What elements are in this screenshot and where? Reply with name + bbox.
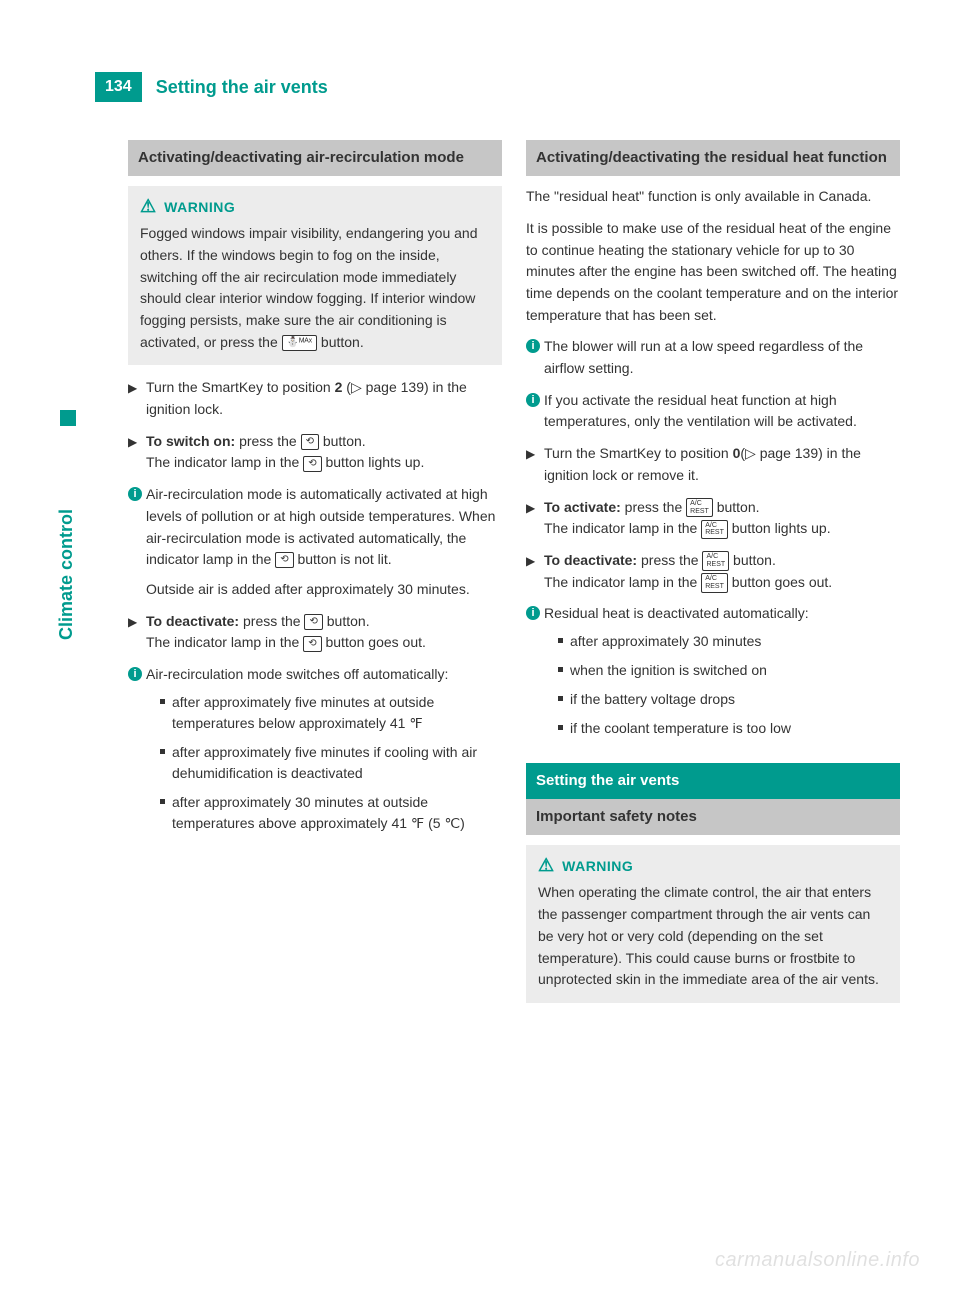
heading-setting-air-vents: Setting the air vents: [526, 763, 900, 799]
ac-rest-button-icon: A/CREST: [701, 573, 728, 592]
info-icon: i: [128, 667, 142, 681]
max-button-icon: ⛄ᴹᴬˣ: [282, 335, 317, 351]
info-blower: i The blower will run at a low speed reg…: [526, 336, 900, 379]
recirc-button-icon: ⟲: [303, 636, 321, 652]
list-item: after approximately five minutes at outs…: [160, 692, 502, 734]
list-item: after approximately 30 minutes: [558, 631, 900, 652]
step-marker-icon: ▶: [526, 499, 535, 518]
residual-canada-note: The "residual heat" function is only ava…: [526, 186, 900, 208]
step-switch-on: ▶ To switch on: press the ⟲ button. The …: [128, 431, 502, 474]
residual-auto-off-list: after approximately 30 minutes when the …: [544, 631, 900, 739]
content-area: Activating/deactivating air-recirculatio…: [128, 140, 900, 1015]
list-item: if the battery voltage drops: [558, 689, 900, 710]
warning-triangle-icon: ⚠: [538, 855, 554, 876]
info-high-temp: i If you activate the residual heat func…: [526, 390, 900, 433]
step-smartkey-pos2: ▶ Turn the SmartKey to position 2 (▷ pag…: [128, 377, 502, 420]
step-deactivate-residual: ▶ To deactivate: press the A/CREST butto…: [526, 550, 900, 593]
warning-box-recirc: ⚠ WARNING Fogged windows impair visibili…: [128, 186, 502, 365]
step-marker-icon: ▶: [526, 445, 535, 464]
side-section-label: Climate control: [56, 509, 77, 640]
step-marker-icon: ▶: [128, 433, 137, 452]
warning-label: WARNING: [164, 199, 235, 215]
recirc-button-icon: ⟲: [303, 456, 321, 472]
info-icon: i: [128, 487, 142, 501]
warning-box-vents: ⚠ WARNING When operating the climate con…: [526, 845, 900, 1002]
page-ref-icon: ▷: [351, 379, 362, 395]
watermark: carmanualsonline.info: [715, 1249, 920, 1272]
heading-residual-heat: Activating/deactivating the residual hea…: [526, 140, 900, 176]
step-smartkey-pos0: ▶ Turn the SmartKey to position 0(▷ page…: [526, 443, 900, 486]
recirc-button-icon: ⟲: [275, 552, 293, 568]
warning-label: WARNING: [562, 858, 633, 874]
info-residual-auto-off: i Residual heat is deactivated automatic…: [526, 603, 900, 739]
info-icon: i: [526, 393, 540, 407]
auto-off-list: after approximately five minutes at outs…: [146, 692, 502, 834]
side-tab-indicator: [60, 410, 76, 426]
ac-rest-button-icon: A/CREST: [701, 520, 728, 539]
step-marker-icon: ▶: [526, 552, 535, 571]
list-item: when the ignition is switched on: [558, 660, 900, 681]
ac-rest-button-icon: A/CREST: [702, 551, 729, 570]
step-deactivate: ▶ To deactivate: press the ⟲ button. The…: [128, 611, 502, 654]
heading-air-recirc: Activating/deactivating air-recirculatio…: [128, 140, 502, 176]
recirc-button-icon: ⟲: [304, 614, 322, 630]
page-number: 134: [95, 72, 142, 102]
page-ref-icon: ▷: [745, 445, 756, 461]
page-title: Setting the air vents: [156, 77, 328, 98]
left-column: Activating/deactivating air-recirculatio…: [128, 140, 502, 1015]
heading-safety-notes: Important safety notes: [526, 799, 900, 835]
list-item: after approximately five minutes if cool…: [160, 742, 502, 784]
info-icon: i: [526, 339, 540, 353]
right-column: Activating/deactivating the residual hea…: [526, 140, 900, 1015]
list-item: after approximately 30 minutes at outsid…: [160, 792, 502, 834]
ac-rest-button-icon: A/CREST: [686, 498, 713, 517]
warning-text: Fogged windows impair visibility, endang…: [140, 223, 490, 353]
info-auto-off: i Air-recirculation mode switches off au…: [128, 664, 502, 834]
list-item: if the coolant temperature is too low: [558, 718, 900, 739]
info-auto-recirc: i Air-recirculation mode is automaticall…: [128, 484, 502, 600]
recirc-button-icon: ⟲: [301, 434, 319, 450]
info-icon: i: [526, 606, 540, 620]
warning-triangle-icon: ⚠: [140, 196, 156, 217]
step-marker-icon: ▶: [128, 379, 137, 398]
residual-description: It is possible to make use of the residu…: [526, 218, 900, 326]
warning-text: When operating the climate control, the …: [538, 882, 888, 990]
step-activate-residual: ▶ To activate: press the A/CREST button.…: [526, 497, 900, 540]
step-marker-icon: ▶: [128, 613, 137, 632]
page-header: 134 Setting the air vents: [95, 72, 328, 102]
